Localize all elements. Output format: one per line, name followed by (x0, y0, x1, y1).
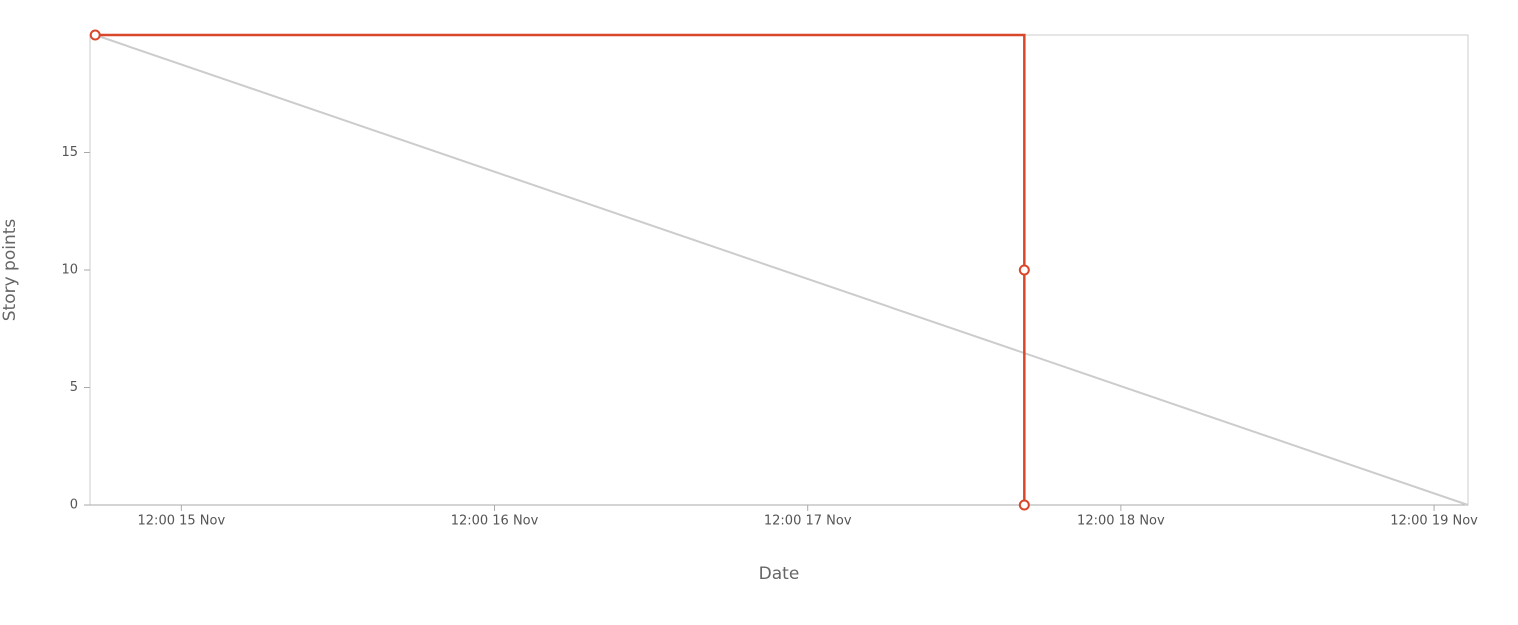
x-tick-label: 12:00 18 Nov (1077, 514, 1165, 529)
line-segment (94, 34, 1469, 506)
y-tick-label: 0 (70, 498, 78, 513)
y-tick-label: 10 (61, 263, 78, 278)
x-tick-label: 12:00 15 Nov (138, 514, 226, 529)
y-tick-label: 15 (61, 145, 78, 160)
x-tick-label: 12:00 17 Nov (764, 514, 852, 529)
x-tick-label: 12:00 19 Nov (1390, 514, 1478, 529)
x-tick-label: 12:00 16 Nov (451, 514, 539, 529)
point (89, 29, 101, 41)
line-segment (95, 33, 1026, 270)
x-axis-title: Date (759, 564, 800, 584)
y-axis-title: Story points (0, 219, 20, 322)
y-tick-label: 5 (70, 380, 78, 395)
point (1018, 499, 1030, 511)
point (1018, 264, 1030, 276)
